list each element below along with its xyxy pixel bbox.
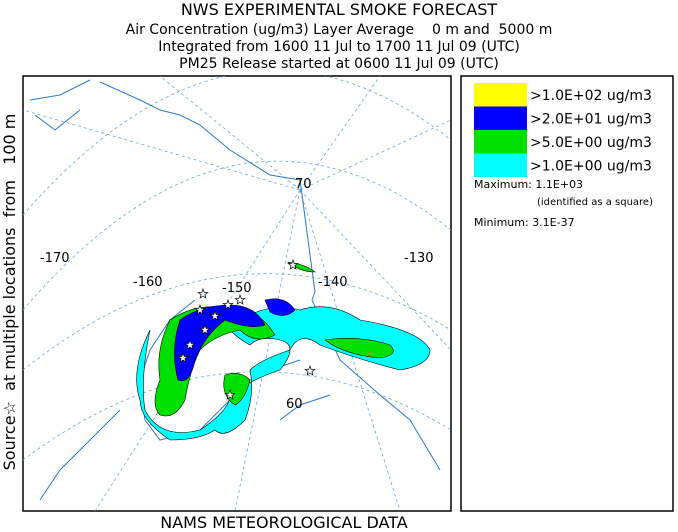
- legend-label: >1.0E+02 ug/m3: [530, 88, 652, 104]
- graticule-label: -170: [40, 251, 70, 266]
- minimum: Minimum: 3.1E-37: [474, 216, 575, 229]
- subtitle: PM25 Release started at 0600 11 Jul 09 (…: [179, 56, 499, 72]
- legend-label: >5.0E+00 ug/m3: [530, 135, 652, 151]
- legend-swatch: [474, 83, 527, 107]
- legend-label: >2.0E+01 ug/m3: [530, 112, 652, 128]
- graticule-label: 60: [286, 397, 303, 412]
- graticule-label: -160: [133, 275, 163, 290]
- maximum: Maximum: 1.1E+03: [474, 178, 583, 191]
- legend-swatch: [474, 106, 527, 130]
- maximum-note: (identified as a square): [537, 197, 653, 208]
- title: NWS EXPERIMENTAL SMOKE FORECAST: [181, 0, 498, 19]
- legend-panel: >1.0E+02 ug/m3 >2.0E+01 ug/m3 >5.0E+00 ug/…: [460, 75, 674, 512]
- legend-swatch: [474, 130, 527, 154]
- map: -170 -160 -150 -140 -130 70 60: [22, 75, 452, 512]
- subtitle: Integrated from 1600 11 Jul to 1700 11 J…: [158, 39, 520, 55]
- source-label: Source☆ at multiple locations from 100 m: [0, 114, 19, 471]
- graticule-label: 70: [295, 177, 312, 192]
- graticule-label: -150: [222, 281, 252, 296]
- legend-swatch: [474, 153, 527, 177]
- legend-label: >1.0E+00 ug/m3: [530, 159, 652, 175]
- footer: NAMS METEOROLOGICAL DATA: [160, 513, 408, 532]
- graticule-label: -130: [404, 251, 434, 266]
- subtitle: Air Concentration (ug/m3) Layer Average …: [126, 22, 553, 38]
- graticule-label: -140: [318, 275, 348, 290]
